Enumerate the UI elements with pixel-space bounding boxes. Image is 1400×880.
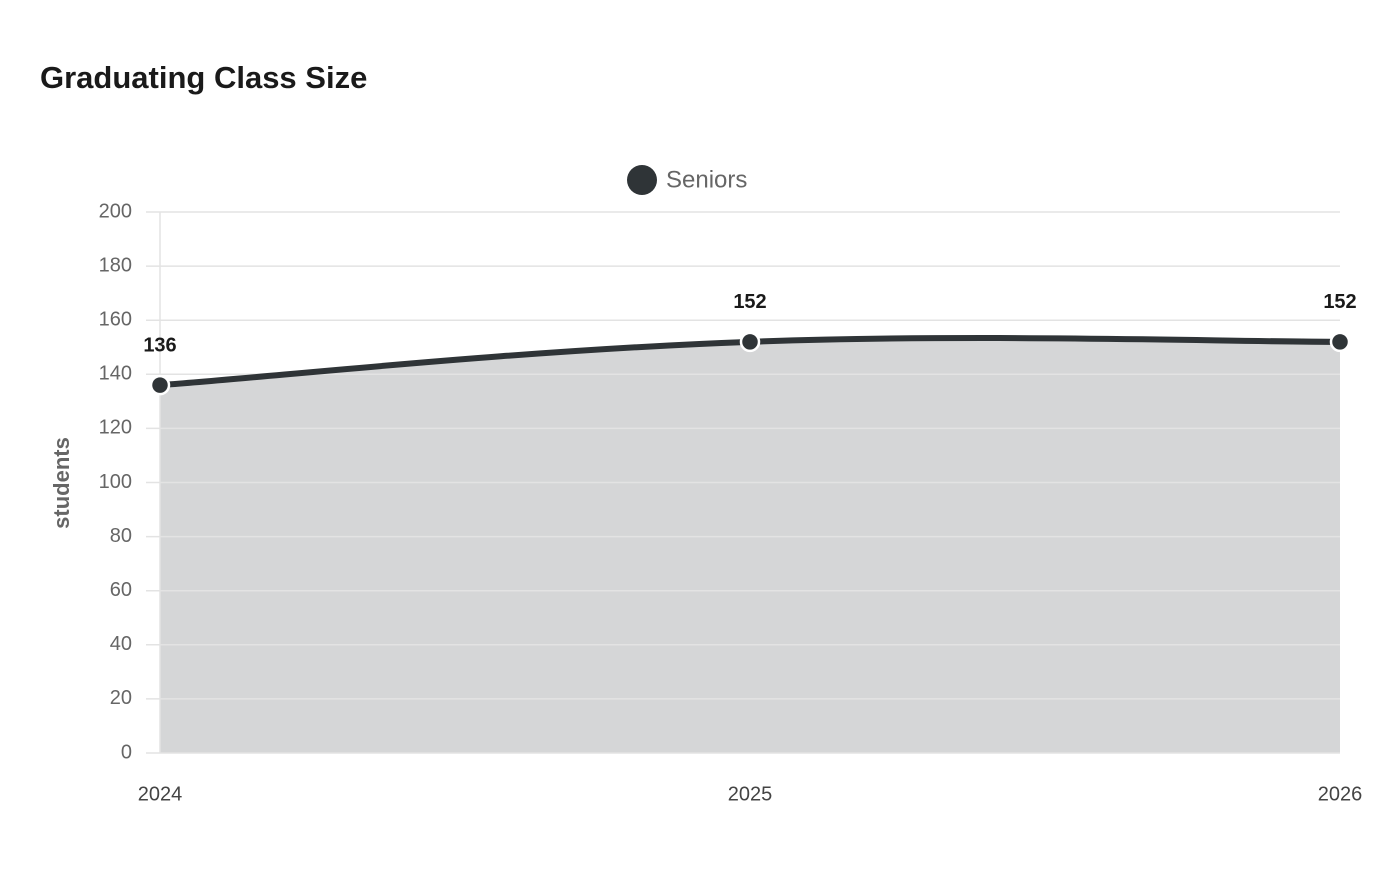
y-tick-label: 200	[99, 200, 132, 222]
y-tick-label: 160	[99, 308, 132, 330]
y-tick-label: 180	[99, 254, 132, 276]
point	[739, 331, 761, 353]
y-axis-label: students	[49, 437, 74, 529]
y-tick-label: 40	[110, 633, 132, 655]
y-tick-label: 100	[99, 471, 132, 493]
y-tick-label: 60	[110, 579, 132, 601]
legend-label: Seniors	[666, 166, 747, 193]
y-tick-label: 140	[99, 363, 132, 385]
x-tick-label: 2026	[1318, 783, 1363, 805]
area	[160, 337, 1340, 753]
point	[149, 374, 171, 396]
data-label: 152	[1323, 291, 1356, 313]
point	[1329, 331, 1351, 353]
x-tick-label: 2025	[728, 783, 773, 805]
data-label: 136	[143, 334, 176, 356]
chart-title: Graduating Class Size	[40, 60, 367, 95]
legend-marker	[627, 165, 657, 195]
y-tick-label: 80	[110, 525, 132, 547]
data-label: 152	[733, 291, 766, 313]
y-tick-label: 20	[110, 687, 132, 709]
x-tick-label: 2024	[138, 783, 183, 805]
y-tick-label: 0	[121, 741, 132, 763]
y-tick-label: 120	[99, 417, 132, 439]
